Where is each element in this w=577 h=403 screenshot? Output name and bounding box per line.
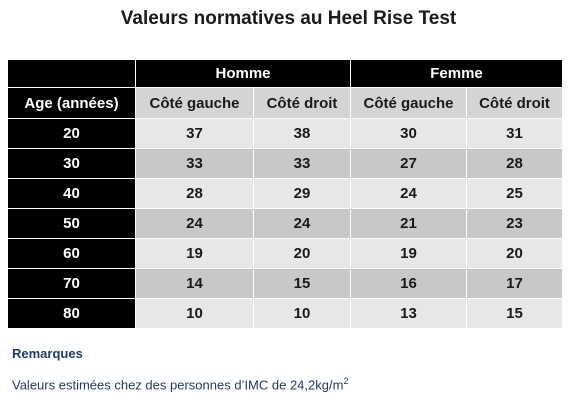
value-cell: 17 (466, 268, 564, 299)
value-cell: 15 (466, 298, 564, 329)
value-cell: 37 (135, 118, 254, 149)
value-cell: 28 (466, 148, 564, 179)
remarks-text-main: Valeurs estimées chez des personnes d’IM… (12, 377, 344, 393)
value-cell: 25 (466, 178, 564, 209)
value-cell: 10 (135, 298, 254, 329)
table-row: 50 24 24 21 23 (7, 208, 564, 239)
table-row: 70 14 15 16 17 (7, 268, 564, 299)
remarks-title: Remarques (12, 346, 83, 361)
value-cell: 31 (466, 118, 564, 149)
remarks-text-superscript: 2 (343, 376, 349, 386)
header-femme-droit: Côté droit (466, 87, 564, 119)
value-cell: 16 (350, 268, 468, 299)
page-title: Valeurs normatives au Heel Rise Test (120, 8, 457, 29)
value-cell: 10 (252, 298, 352, 329)
value-cell: 15 (252, 268, 352, 299)
table-row: 40 28 29 24 25 (7, 178, 564, 209)
remarks-text: Valeurs estimées chez des personnes d’IM… (12, 376, 348, 392)
value-cell: 14 (135, 268, 254, 299)
value-cell: 23 (466, 208, 564, 239)
value-cell: 24 (350, 178, 468, 209)
value-cell: 20 (252, 238, 352, 269)
group-header-row: Homme Femme (7, 59, 564, 88)
value-cell: 29 (252, 178, 352, 209)
corner-cell (7, 59, 136, 88)
age-cell: 50 (7, 208, 136, 239)
age-cell: 30 (7, 148, 136, 179)
value-cell: 38 (252, 118, 352, 149)
value-cell: 21 (350, 208, 468, 239)
value-cell: 20 (466, 238, 564, 269)
table-row: 80 10 10 13 15 (7, 298, 564, 329)
table-row: 60 19 20 19 20 (7, 238, 564, 269)
age-cell: 20 (7, 118, 136, 149)
value-cell: 30 (350, 118, 468, 149)
value-cell: 27 (350, 148, 468, 179)
value-cell: 13 (350, 298, 468, 329)
group-header-femme: Femme (350, 59, 564, 88)
age-cell: 70 (7, 268, 136, 299)
column-header-row: Age (années) Côté gauche Côté droit Côté… (7, 87, 564, 119)
value-cell: 19 (350, 238, 468, 269)
header-homme-gauche: Côté gauche (135, 87, 254, 119)
age-header: Age (années) (7, 87, 136, 119)
value-cell: 19 (135, 238, 254, 269)
normative-values-table: Homme Femme Age (années) Côté gauche Côt… (7, 59, 564, 329)
value-cell: 28 (135, 178, 254, 209)
age-cell: 40 (7, 178, 136, 209)
header-femme-gauche: Côté gauche (350, 87, 468, 119)
age-cell: 80 (7, 298, 136, 329)
value-cell: 33 (252, 148, 352, 179)
header-homme-droit: Côté droit (252, 87, 352, 119)
group-header-homme: Homme (134, 59, 352, 88)
value-cell: 24 (252, 208, 352, 239)
age-cell: 60 (7, 238, 136, 269)
value-cell: 33 (135, 148, 254, 179)
table-row: 30 33 33 27 28 (7, 148, 564, 179)
table-row: 20 37 38 30 31 (7, 118, 564, 149)
value-cell: 24 (135, 208, 254, 239)
